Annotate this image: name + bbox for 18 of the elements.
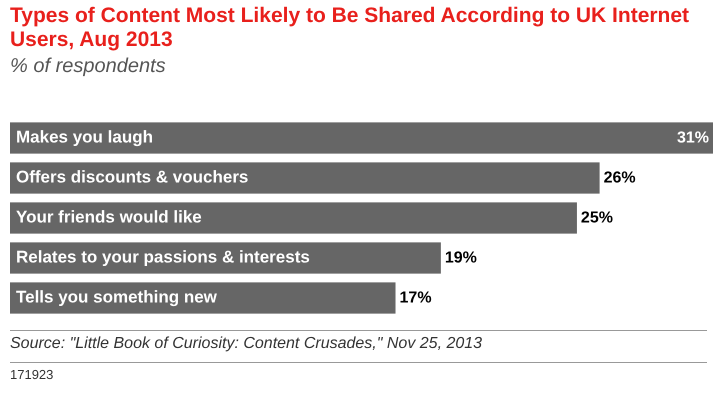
y-tick-label: Offers discounts & vouchers (16, 168, 248, 187)
data-label: 17% (400, 289, 432, 306)
data-label: 31% (676, 129, 709, 146)
data-label: 19% (444, 249, 477, 266)
chart-subtitle: % of respondents (10, 55, 166, 78)
data-label: 25% (580, 209, 613, 226)
y-tick-label: Relates to your passions & interests (16, 248, 310, 267)
bar (10, 202, 577, 234)
y-tick-label: Tells you something new (16, 288, 218, 307)
source-note: Source: "Little Book of Curiosity: Content Crusades," Nov 25, 2013 (10, 330, 707, 353)
text: 171923 (10, 362, 707, 382)
bar (10, 282, 396, 314)
bar (10, 162, 600, 194)
chart-title: Types of Content Most Likely to Be Shared According to UK Internet Users, Aug 2013 (10, 4, 690, 52)
y-tick-label: Makes you laugh (16, 128, 153, 147)
y-tick-label: Your friends would like (16, 208, 202, 227)
bar (10, 122, 713, 154)
data-label: 26% (604, 169, 636, 186)
